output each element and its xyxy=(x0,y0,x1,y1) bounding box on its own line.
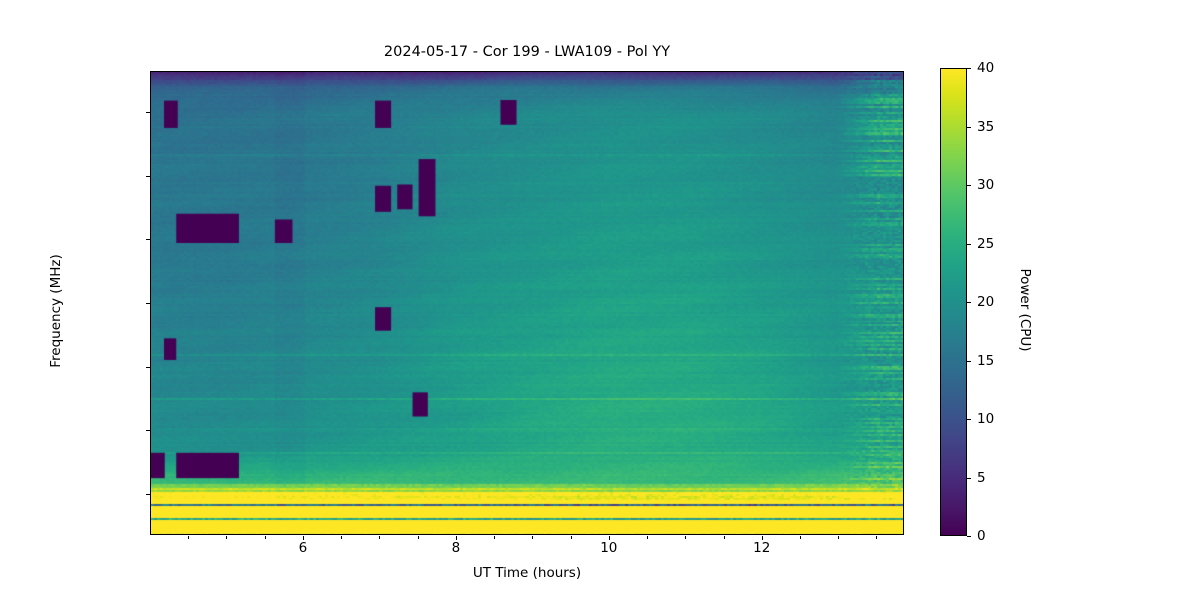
x-axis-minor-tick-mark xyxy=(494,536,496,539)
colorbar-tick-label: 35 xyxy=(977,118,995,135)
colorbar-tick-mark xyxy=(967,68,971,69)
x-axis-minor-tick-mark xyxy=(685,536,687,539)
colorbar-tick-mark xyxy=(967,419,971,420)
x-axis-tick-label: 6 xyxy=(298,540,308,556)
colorbar-tick-label: 25 xyxy=(977,235,995,252)
colorbar-gradient xyxy=(941,69,966,535)
colorbar-tick-label: 10 xyxy=(977,411,995,427)
x-axis-minor-tick-mark xyxy=(647,536,649,539)
x-axis-minor-tick-mark xyxy=(532,536,534,539)
x-axis-tick-label: 10 xyxy=(600,540,618,556)
y-axis-label: Frequency (MHz) xyxy=(48,254,64,368)
y-axis-tick-mark xyxy=(146,112,150,114)
x-axis-minor-tick-mark xyxy=(876,536,878,539)
colorbar-tick-label: 0 xyxy=(977,528,986,544)
colorbar-tick-mark xyxy=(967,360,971,362)
colorbar-tick-label: 15 xyxy=(977,352,995,369)
colorbar-tick-mark xyxy=(967,536,971,537)
y-axis-tick-mark xyxy=(146,366,150,368)
y-axis-tick-mark xyxy=(146,493,150,495)
colorbar-tick-mark xyxy=(967,185,971,186)
page-title: 2024-05-17 - Cor 199 - LWA109 - Pol YY xyxy=(383,44,671,60)
colorbar-tick-label: 5 xyxy=(977,469,986,486)
y-axis-tick-mark xyxy=(146,239,150,241)
x-axis-minor-tick-mark xyxy=(264,536,266,539)
y-axis-tick-mark xyxy=(146,430,150,432)
x-axis-tick-mark xyxy=(761,536,763,540)
x-axis-minor-tick-mark xyxy=(838,536,840,539)
x-axis-tick-label: 12 xyxy=(753,540,771,556)
dynamic-spectrum-axes xyxy=(150,71,904,535)
x-axis-minor-tick-mark xyxy=(341,536,343,539)
x-axis-tick-mark xyxy=(455,536,457,540)
heatmap-image xyxy=(151,72,903,534)
colorbar-tick-mark xyxy=(967,302,971,303)
x-axis-minor-tick-mark xyxy=(379,536,381,539)
colorbar-tick-mark xyxy=(967,126,971,128)
colorbar xyxy=(940,68,967,536)
x-axis-minor-tick-mark xyxy=(800,536,801,539)
colorbar-tick-label: 40 xyxy=(977,60,995,76)
x-axis-label: UT Time (hours) xyxy=(472,565,582,581)
x-axis-minor-tick-mark xyxy=(226,536,228,539)
colorbar-tick-mark xyxy=(967,477,971,479)
colorbar-tick-label: 20 xyxy=(977,294,995,310)
x-axis-minor-tick-mark xyxy=(417,536,419,539)
x-axis-minor-tick-mark xyxy=(188,536,190,539)
colorbar-tick-label: 30 xyxy=(977,177,995,193)
x-axis-tick-mark xyxy=(302,536,304,540)
colorbar-tick-mark xyxy=(967,243,971,245)
y-axis-tick-mark xyxy=(146,175,150,177)
y-axis-tick-mark xyxy=(146,303,150,304)
x-axis-minor-tick-mark xyxy=(723,536,725,539)
x-axis-minor-tick-mark xyxy=(570,536,572,539)
x-axis-tick-label: 8 xyxy=(451,540,461,556)
x-axis-tick-mark xyxy=(608,536,610,540)
colorbar-label: Power (CPU) xyxy=(1017,268,1033,352)
